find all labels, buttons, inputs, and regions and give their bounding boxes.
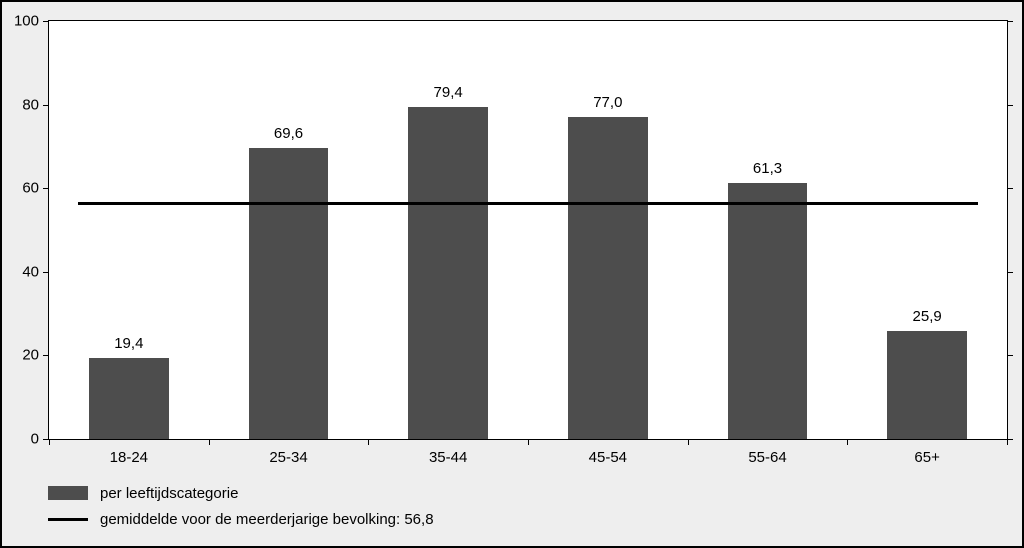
legend-bar-label: per leeftijdscategorie [100, 485, 238, 502]
y-tick [1007, 105, 1013, 106]
legend: per leeftijdscategorie gemiddelde voor d… [48, 480, 1008, 532]
bar: 61,3 [728, 183, 808, 439]
x-tick [1007, 439, 1008, 445]
x-category-label: 45-54 [589, 449, 627, 466]
x-tick [368, 439, 369, 445]
x-tick [847, 439, 848, 445]
bar: 77,0 [568, 117, 648, 439]
legend-line-label: gemiddelde voor de meerderjarige bevolki… [100, 511, 434, 528]
y-tick [43, 188, 49, 189]
legend-swatch-line [48, 518, 88, 521]
bar: 25,9 [887, 331, 967, 439]
y-tick [43, 355, 49, 356]
bar-value-label: 25,9 [913, 308, 942, 325]
y-tick [43, 21, 49, 22]
y-tick [43, 272, 49, 273]
y-tick-label: 20 [22, 347, 39, 364]
plot-area: 02040608010019,418-2469,625-3479,435-447… [48, 20, 1008, 440]
y-tick-label: 60 [22, 180, 39, 197]
x-tick [49, 439, 50, 445]
y-tick [43, 105, 49, 106]
y-tick [1007, 355, 1013, 356]
plot-area-wrap: 02040608010019,418-2469,625-3479,435-447… [48, 20, 1008, 440]
bar: 19,4 [89, 358, 169, 439]
bar-value-label: 77,0 [593, 94, 622, 111]
x-category-label: 55-64 [748, 449, 786, 466]
bar-value-label: 19,4 [114, 335, 143, 352]
reference-line [78, 202, 979, 205]
chart-container: 0 20 40 60 80 100 19,4 18-24 69,6 25-34 79,4 35-44 7… [0, 0, 1024, 548]
x-category-label: 25-34 [269, 449, 307, 466]
x-category-label: 65+ [914, 449, 939, 466]
y-tick [1007, 21, 1013, 22]
x-category-label: 18-24 [110, 449, 148, 466]
x-tick [209, 439, 210, 445]
x-category-label: 35-44 [429, 449, 467, 466]
x-tick [688, 439, 689, 445]
legend-item-line: gemiddelde voor de meerderjarige bevolki… [48, 506, 1008, 532]
y-tick-label: 100 [14, 13, 39, 30]
legend-item-bars: per leeftijdscategorie [48, 480, 1008, 506]
bar-value-label: 79,4 [434, 84, 463, 101]
bar: 79,4 [408, 107, 488, 439]
y-tick-label: 80 [22, 96, 39, 113]
bar-value-label: 61,3 [753, 160, 782, 177]
y-tick [1007, 272, 1013, 273]
x-tick [528, 439, 529, 445]
bar: 69,6 [249, 148, 329, 439]
bar-value-label: 69,6 [274, 125, 303, 142]
y-tick [1007, 188, 1013, 189]
y-tick-label: 0 [31, 431, 39, 448]
legend-swatch-bar [48, 486, 88, 500]
y-tick-label: 40 [22, 263, 39, 280]
